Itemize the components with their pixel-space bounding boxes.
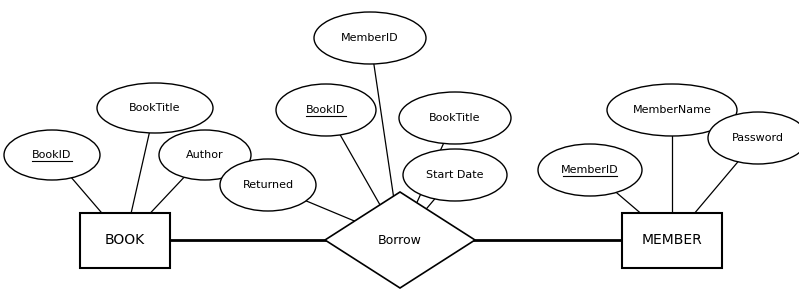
Ellipse shape <box>159 130 251 180</box>
Ellipse shape <box>538 144 642 196</box>
Text: Returned: Returned <box>242 180 293 190</box>
Text: MemberName: MemberName <box>633 105 711 115</box>
Ellipse shape <box>97 83 213 133</box>
Text: Start Date: Start Date <box>426 170 483 180</box>
Ellipse shape <box>276 84 376 136</box>
Text: MemberID: MemberID <box>341 33 399 43</box>
Text: MemberID: MemberID <box>561 165 618 175</box>
Ellipse shape <box>4 130 100 180</box>
Bar <box>80 212 170 268</box>
Text: BookTitle: BookTitle <box>429 113 481 123</box>
Ellipse shape <box>220 159 316 211</box>
Text: BOOK: BOOK <box>105 233 145 247</box>
Ellipse shape <box>314 12 426 64</box>
Polygon shape <box>325 192 475 288</box>
Text: BookID: BookID <box>32 150 72 160</box>
Ellipse shape <box>399 92 511 144</box>
Ellipse shape <box>607 84 737 136</box>
Text: BookID: BookID <box>306 105 346 115</box>
Text: BookTitle: BookTitle <box>129 103 181 113</box>
Ellipse shape <box>708 112 799 164</box>
Text: MEMBER: MEMBER <box>642 233 702 247</box>
Ellipse shape <box>403 149 507 201</box>
Text: Author: Author <box>186 150 224 160</box>
Bar <box>622 212 722 268</box>
Text: Password: Password <box>732 133 784 143</box>
Text: Borrow: Borrow <box>378 233 422 247</box>
